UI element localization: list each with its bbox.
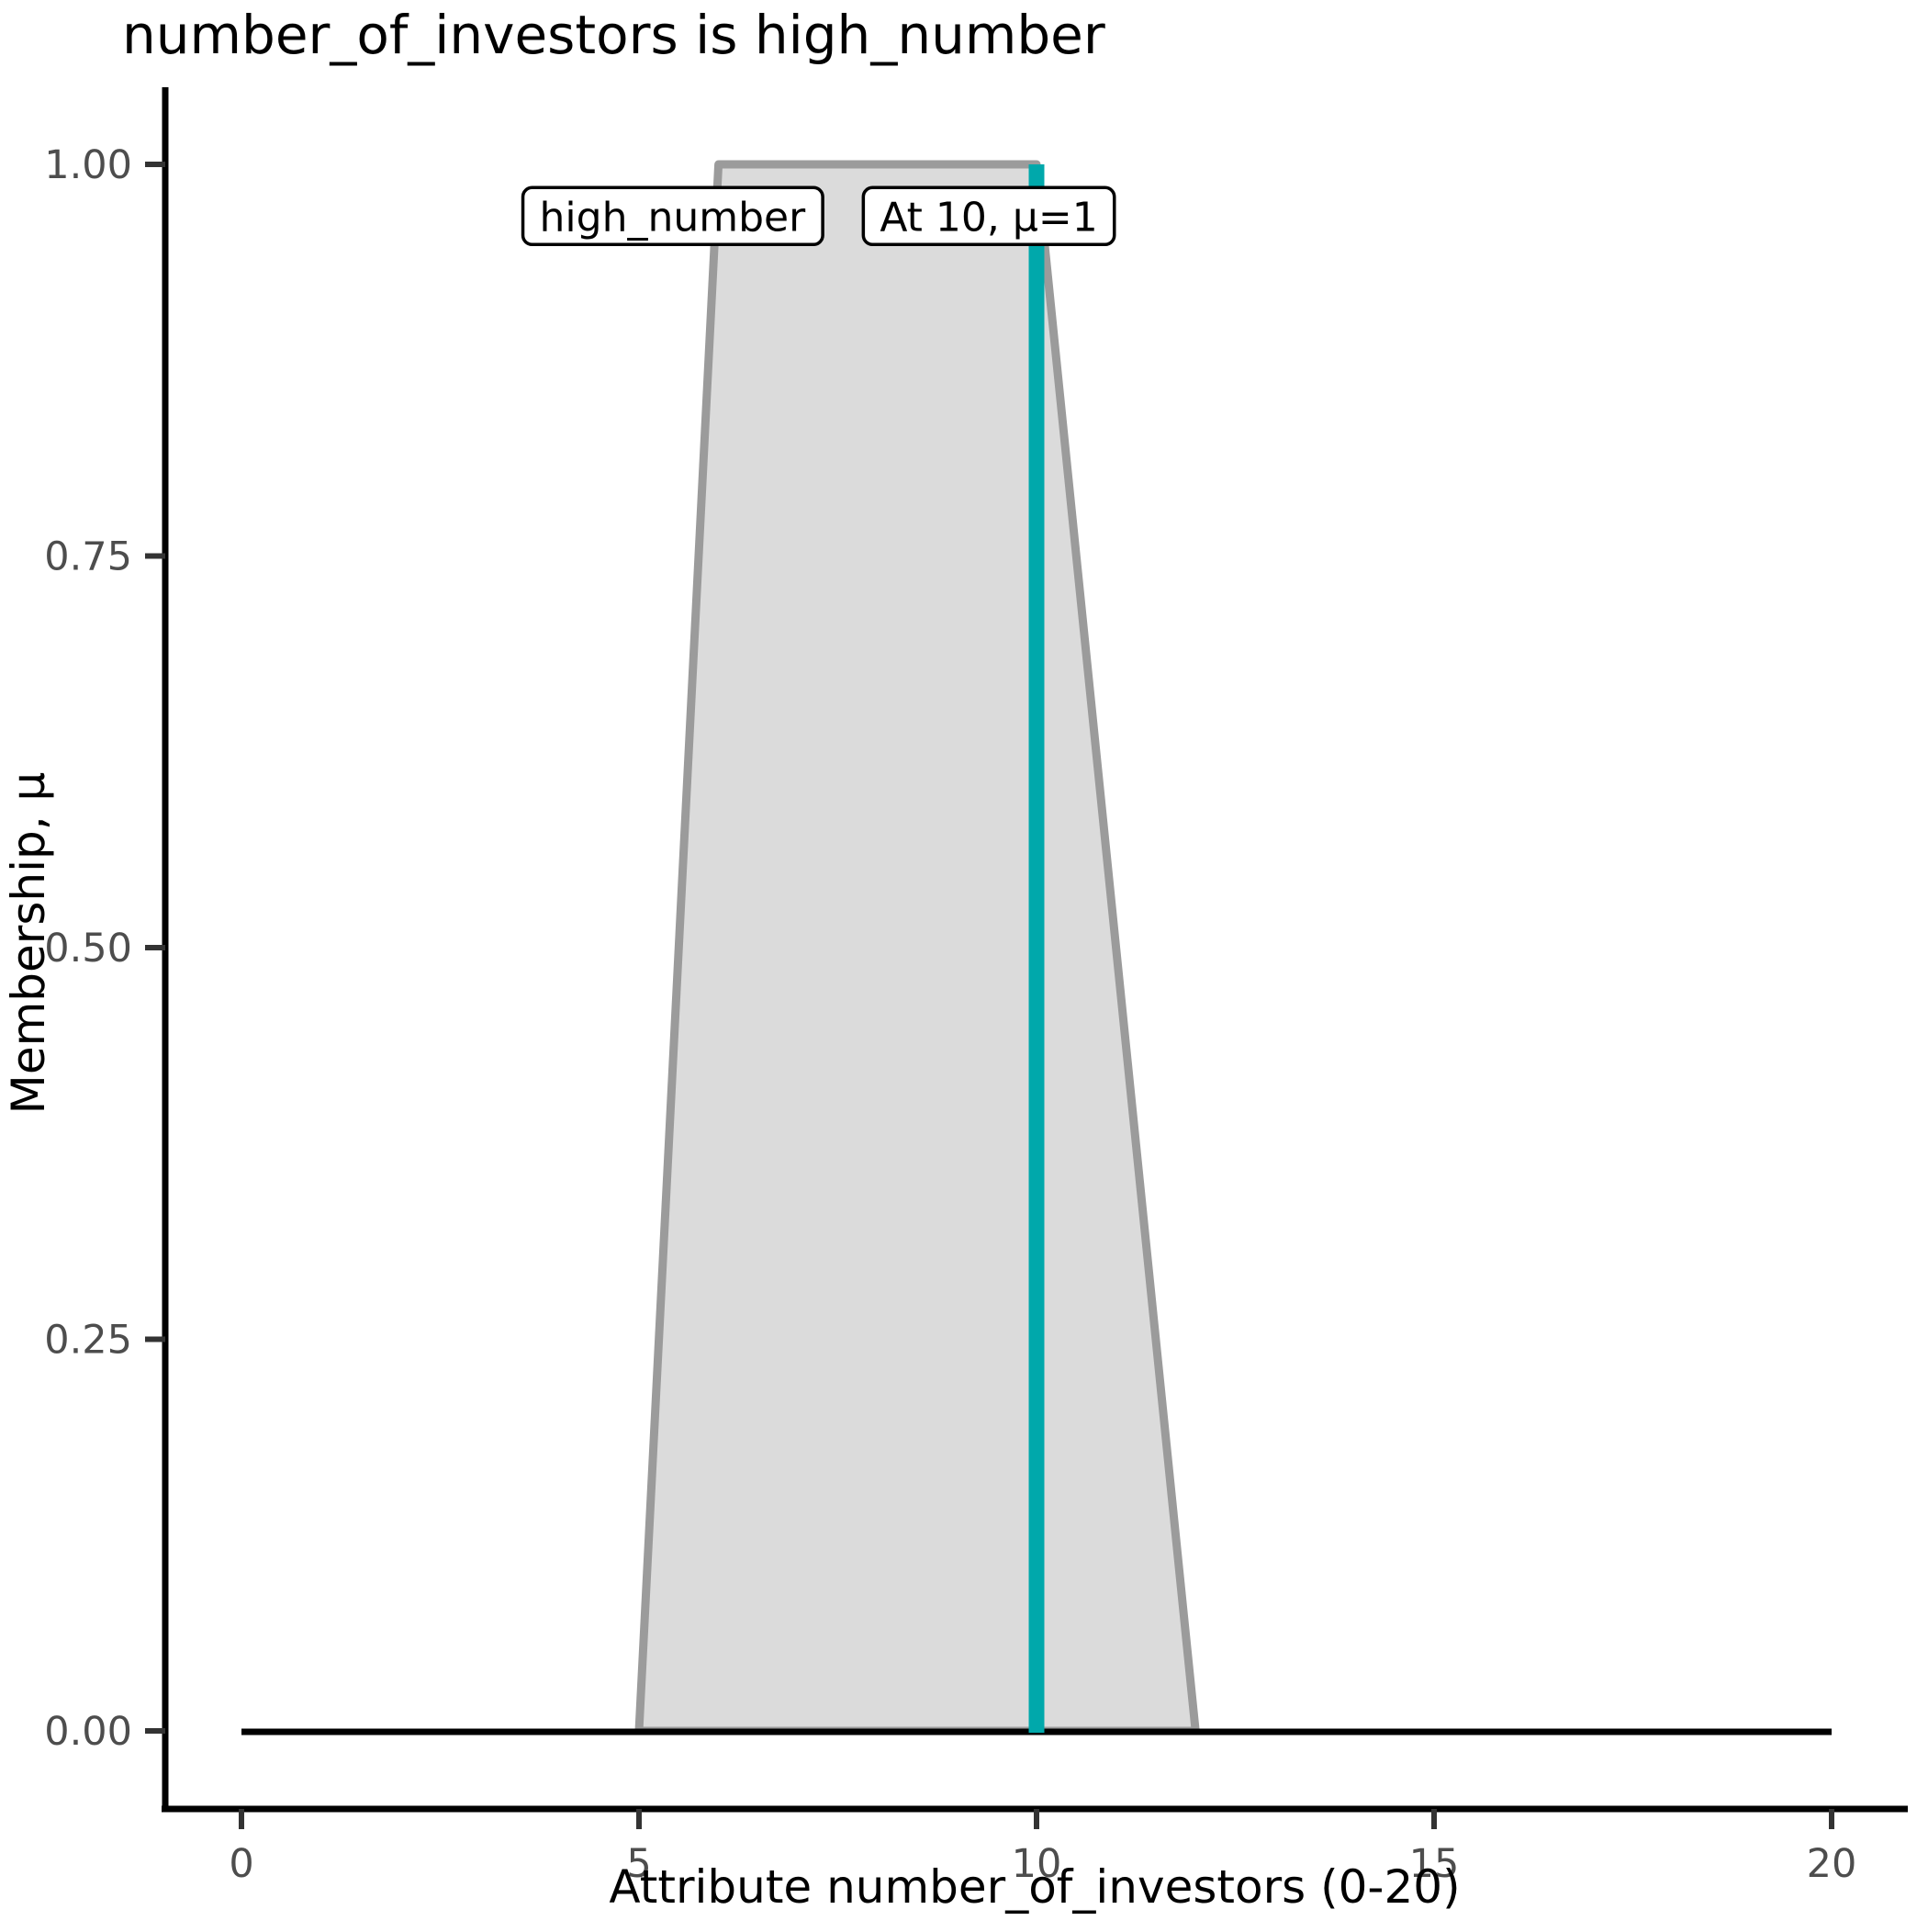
y-tick-label: 0.75 <box>44 534 132 580</box>
x-tick-label: 0 <box>229 1841 253 1887</box>
y-tick-label: 1.00 <box>44 142 132 188</box>
annotation-text: At 10, μ=1 <box>880 194 1097 241</box>
x-tick-label: 15 <box>1409 1841 1460 1887</box>
axes: 0.00 0.25 0.50 0.75 1.00 0 5 10 15 20 <box>44 87 1908 1887</box>
plot-area <box>241 160 1832 1735</box>
value-annotation: At 10, μ=1 <box>861 185 1116 247</box>
y-tick-label: 0.50 <box>44 926 132 972</box>
chart-title: number_of_investors is high_number <box>122 4 1105 66</box>
annotation-text: high_number <box>540 194 807 241</box>
annotation-box <box>521 185 824 247</box>
x-tick-label: 5 <box>626 1841 651 1887</box>
x-tick-label: 20 <box>1807 1841 1857 1887</box>
x-tick-label: 10 <box>1012 1841 1062 1887</box>
y-tick-label: 0.00 <box>44 1709 132 1755</box>
y-axis-title: Membership, μ <box>2 772 55 1115</box>
x-axis-title: Attribute number_of_investors (0-20) <box>609 1860 1460 1914</box>
series-label-annotation: high_number <box>521 185 824 247</box>
annotations: high_number At 10, μ=1 <box>521 185 1116 247</box>
membership-trapezoid <box>634 160 1200 1735</box>
y-tick-label: 0.25 <box>44 1318 132 1364</box>
annotation-box <box>861 185 1116 247</box>
